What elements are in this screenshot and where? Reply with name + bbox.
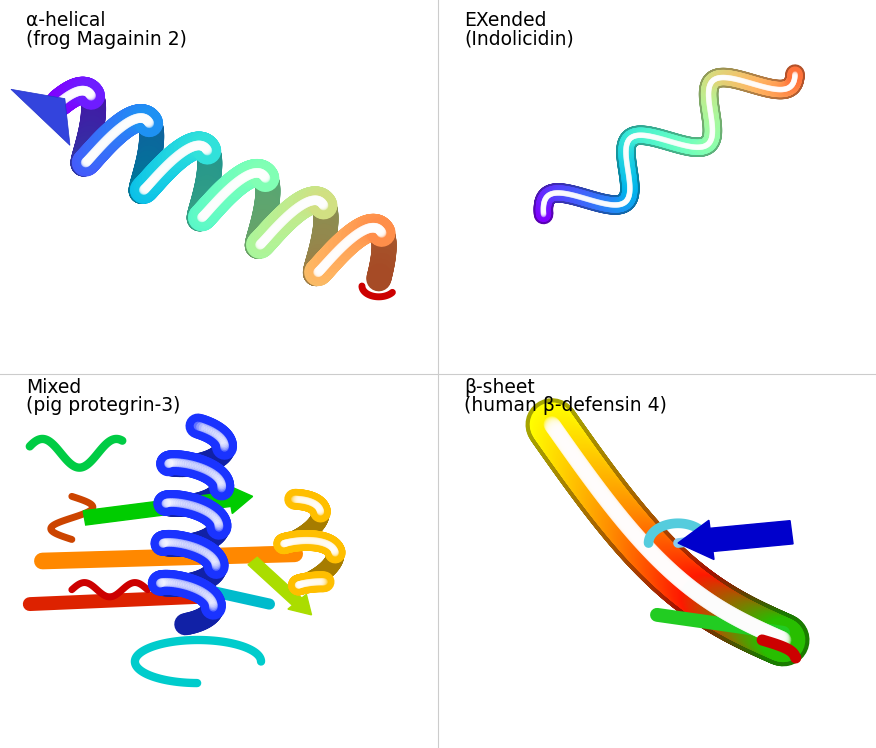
FancyArrow shape <box>83 485 252 525</box>
FancyArrow shape <box>678 521 793 560</box>
Polygon shape <box>11 89 70 145</box>
Text: (frog Magainin 2): (frog Magainin 2) <box>26 30 187 49</box>
Text: (human β-defensin 4): (human β-defensin 4) <box>464 396 668 415</box>
Text: Mixed: Mixed <box>26 378 81 396</box>
Text: (Indolicidin): (Indolicidin) <box>464 30 574 49</box>
FancyArrow shape <box>42 547 282 568</box>
Text: (pig protegrin-3): (pig protegrin-3) <box>26 396 180 415</box>
Text: EXended: EXended <box>464 11 547 30</box>
Text: α-helical: α-helical <box>26 11 106 30</box>
Text: β-sheet: β-sheet <box>464 378 535 396</box>
FancyArrow shape <box>248 557 312 615</box>
